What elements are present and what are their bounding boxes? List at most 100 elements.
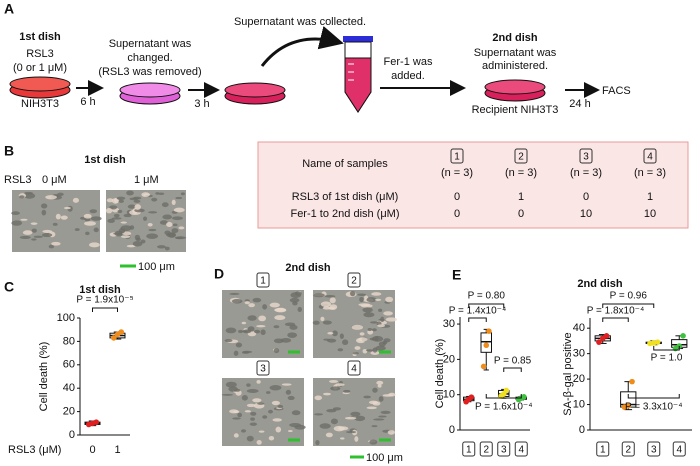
cell <box>20 218 28 221</box>
cell <box>371 328 377 332</box>
cell <box>178 226 185 230</box>
cell <box>387 430 396 435</box>
cell <box>277 404 284 409</box>
cell <box>287 332 298 338</box>
p-value: P = 1.4x10⁻⁴ <box>449 306 507 317</box>
label-box <box>479 441 493 457</box>
cell <box>342 339 349 346</box>
panel-title: 1st dish <box>84 154 126 166</box>
panel-label: D <box>214 266 224 282</box>
p-value: P = 1.8x10⁻⁴ <box>587 306 645 317</box>
panel-label: C <box>4 279 14 295</box>
cell <box>166 221 173 228</box>
micrographs <box>11 190 187 252</box>
cell <box>246 383 251 387</box>
cell <box>315 440 320 446</box>
cell <box>330 386 341 391</box>
data-point <box>625 403 632 409</box>
label-box <box>256 360 270 376</box>
label-box <box>514 148 528 164</box>
cell <box>274 308 287 312</box>
arrow <box>260 25 344 67</box>
cell <box>357 293 367 297</box>
cell <box>380 410 391 414</box>
cell <box>294 291 303 296</box>
cell <box>171 216 183 221</box>
cell <box>350 411 361 417</box>
data-point <box>596 339 602 345</box>
y-tick-label: 40 <box>63 382 75 394</box>
cell <box>111 217 122 220</box>
cell <box>129 197 139 201</box>
cell <box>284 322 296 327</box>
cell <box>328 306 336 310</box>
table-n: (n = 3) <box>441 167 473 179</box>
data-point <box>486 328 492 334</box>
cell <box>322 320 332 325</box>
cell <box>362 348 368 354</box>
table-n: (n = 3) <box>634 167 666 179</box>
boxed-label: 3 <box>501 445 507 456</box>
step-text: Recipient NIH3T3 <box>472 104 559 116</box>
cell <box>330 418 338 425</box>
cell <box>359 332 365 336</box>
cell <box>374 336 379 341</box>
cell <box>327 332 334 335</box>
step-text: Supernatant was <box>474 47 557 59</box>
cell <box>249 422 258 426</box>
significance-bracket <box>627 394 680 399</box>
cell <box>247 315 257 321</box>
cell <box>109 205 118 210</box>
p-value: P = 0.80 <box>468 291 506 302</box>
y-axis-label: Cell death (%) <box>434 339 446 409</box>
cell <box>275 426 282 433</box>
p-value: P = 1.6x10⁻⁴ <box>475 402 533 413</box>
tube <box>343 36 373 113</box>
y-tick-label: 20 <box>443 353 455 365</box>
cell <box>22 230 33 235</box>
data-point <box>483 342 490 349</box>
cell <box>237 412 243 418</box>
cell <box>269 302 280 308</box>
cell <box>224 339 233 343</box>
cell <box>314 395 323 401</box>
cell <box>358 337 368 342</box>
scale-label: 100 μm <box>366 452 403 464</box>
y-tick-label: 10 <box>573 398 585 410</box>
cell <box>241 330 248 333</box>
boxed-label: 2 <box>625 445 631 456</box>
cell <box>134 204 141 210</box>
cell <box>342 389 351 393</box>
cell <box>329 297 336 304</box>
cell <box>161 202 169 208</box>
dish <box>224 82 286 105</box>
boxed-label: 1 <box>454 152 460 163</box>
boxed-label: 4 <box>676 445 682 456</box>
cell <box>140 239 146 244</box>
cell <box>132 240 143 247</box>
y-tick-label: 20 <box>63 406 75 418</box>
condition: 0 μM <box>42 174 67 186</box>
cell <box>256 380 261 384</box>
cell <box>369 439 378 445</box>
cell <box>105 208 113 214</box>
cell <box>378 318 386 321</box>
cell <box>320 301 332 308</box>
cell <box>225 327 237 334</box>
cell <box>325 432 333 438</box>
y-tick-label: 0 <box>579 424 585 436</box>
cell <box>344 416 357 420</box>
cell <box>229 292 240 295</box>
cell <box>19 235 31 239</box>
cell <box>375 345 386 351</box>
cell <box>129 225 135 230</box>
label-box <box>621 441 635 457</box>
cell <box>233 350 239 356</box>
boxed-label: 2 <box>351 276 357 287</box>
boxed-label: 2 <box>483 445 489 456</box>
label-box <box>347 360 361 376</box>
cell <box>326 409 337 413</box>
cell <box>377 384 382 388</box>
table-n: (n = 3) <box>570 167 602 179</box>
y-axis-label: SA-β-gal positive <box>562 332 574 415</box>
